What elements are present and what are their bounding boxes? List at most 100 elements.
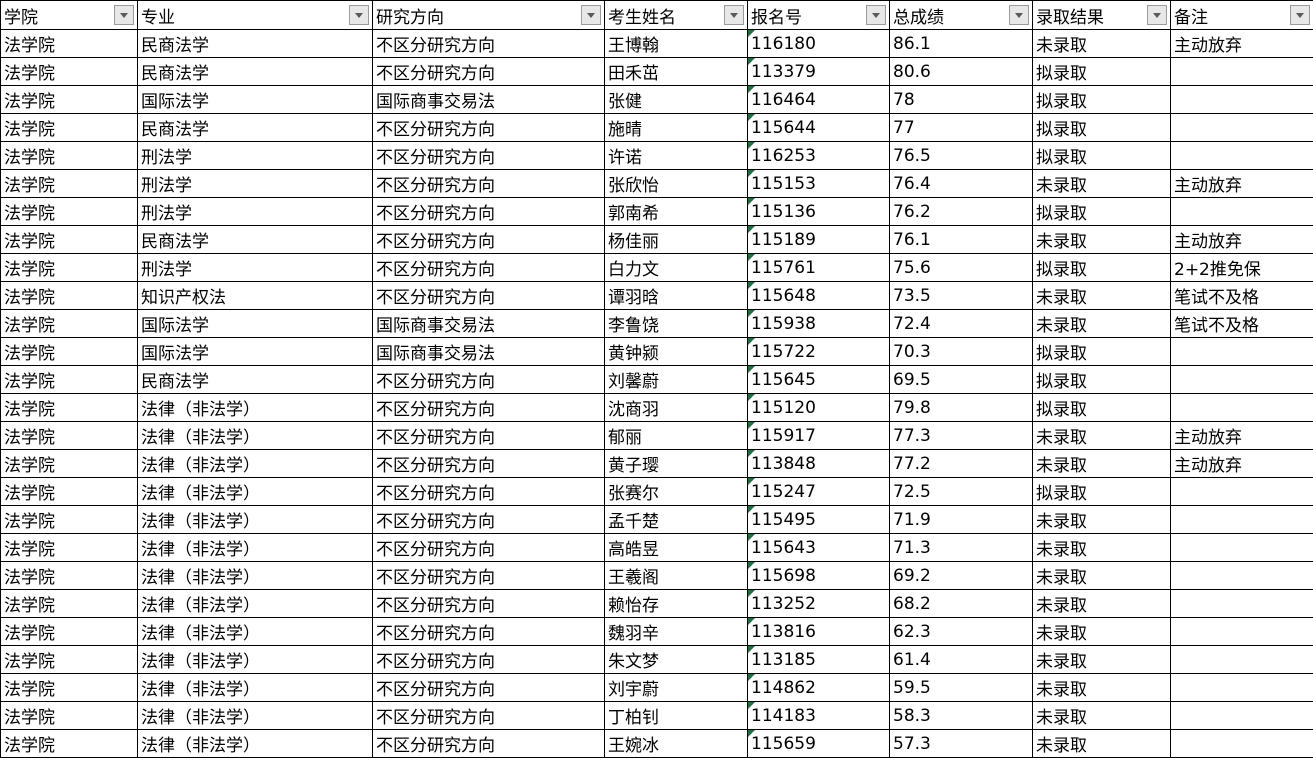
cell-candidate-name[interactable]: 魏羽辛 <box>605 618 748 646</box>
cell-candidate-name[interactable]: 郭南希 <box>605 198 748 226</box>
cell-direction[interactable]: 不区分研究方向 <box>373 142 605 170</box>
cell-college[interactable]: 法学院 <box>1 730 138 758</box>
cell-total-score[interactable]: 69.5 <box>890 366 1033 394</box>
cell-total-score[interactable]: 57.3 <box>890 730 1033 758</box>
cell-candidate-name[interactable]: 沈商羽 <box>605 394 748 422</box>
cell-direction[interactable]: 不区分研究方向 <box>373 30 605 58</box>
cell-college[interactable]: 法学院 <box>1 422 138 450</box>
cell-direction[interactable]: 不区分研究方向 <box>373 562 605 590</box>
cell-registration-no[interactable]: 115722 <box>748 338 890 366</box>
cell-total-score[interactable]: 71.3 <box>890 534 1033 562</box>
cell-college[interactable]: 法学院 <box>1 198 138 226</box>
cell-candidate-name[interactable]: 王婉冰 <box>605 730 748 758</box>
cell-direction[interactable]: 不区分研究方向 <box>373 58 605 86</box>
cell-registration-no[interactable]: 113252 <box>748 590 890 618</box>
cell-major[interactable]: 民商法学 <box>138 226 373 254</box>
cell-college[interactable]: 法学院 <box>1 30 138 58</box>
cell-total-score[interactable]: 61.4 <box>890 646 1033 674</box>
cell-college[interactable]: 法学院 <box>1 562 138 590</box>
cell-direction[interactable]: 国际商事交易法 <box>373 338 605 366</box>
cell-candidate-name[interactable]: 刘宇蔚 <box>605 674 748 702</box>
cell-remark[interactable] <box>1171 366 1313 394</box>
cell-candidate-name[interactable]: 黄子璎 <box>605 450 748 478</box>
cell-college[interactable]: 法学院 <box>1 86 138 114</box>
cell-remark[interactable] <box>1171 674 1313 702</box>
cell-remark[interactable]: 主动放弃 <box>1171 226 1313 254</box>
cell-registration-no[interactable]: 116180 <box>748 30 890 58</box>
cell-admission-result[interactable]: 拟录取 <box>1033 58 1171 86</box>
cell-college[interactable]: 法学院 <box>1 254 138 282</box>
cell-registration-no[interactable]: 115136 <box>748 198 890 226</box>
cell-major[interactable]: 知识产权法 <box>138 282 373 310</box>
cell-candidate-name[interactable]: 张赛尔 <box>605 478 748 506</box>
cell-registration-no[interactable]: 115698 <box>748 562 890 590</box>
cell-candidate-name[interactable]: 谭羽晗 <box>605 282 748 310</box>
cell-total-score[interactable]: 79.8 <box>890 394 1033 422</box>
cell-admission-result[interactable]: 未录取 <box>1033 562 1171 590</box>
cell-total-score[interactable]: 70.3 <box>890 338 1033 366</box>
cell-total-score[interactable]: 76.2 <box>890 198 1033 226</box>
cell-total-score[interactable]: 72.4 <box>890 310 1033 338</box>
cell-registration-no[interactable]: 115938 <box>748 310 890 338</box>
cell-remark[interactable] <box>1171 506 1313 534</box>
cell-admission-result[interactable]: 拟录取 <box>1033 478 1171 506</box>
cell-candidate-name[interactable]: 张健 <box>605 86 748 114</box>
cell-candidate-name[interactable]: 李鲁饶 <box>605 310 748 338</box>
header-cell-registration-no[interactable]: 报名号 <box>748 1 890 30</box>
cell-candidate-name[interactable]: 郁丽 <box>605 422 748 450</box>
filter-dropdown-button[interactable] <box>866 5 886 25</box>
cell-registration-no[interactable]: 115761 <box>748 254 890 282</box>
cell-major[interactable]: 法律（非法学） <box>138 478 373 506</box>
cell-college[interactable]: 法学院 <box>1 534 138 562</box>
cell-registration-no[interactable]: 115643 <box>748 534 890 562</box>
cell-candidate-name[interactable]: 朱文梦 <box>605 646 748 674</box>
cell-direction[interactable]: 国际商事交易法 <box>373 86 605 114</box>
cell-remark[interactable] <box>1171 394 1313 422</box>
cell-registration-no[interactable]: 115648 <box>748 282 890 310</box>
cell-registration-no[interactable]: 116253 <box>748 142 890 170</box>
cell-major[interactable]: 民商法学 <box>138 58 373 86</box>
cell-admission-result[interactable]: 未录取 <box>1033 702 1171 730</box>
cell-registration-no[interactable]: 115644 <box>748 114 890 142</box>
cell-registration-no[interactable]: 115659 <box>748 730 890 758</box>
cell-major[interactable]: 法律（非法学） <box>138 422 373 450</box>
cell-remark[interactable] <box>1171 142 1313 170</box>
cell-college[interactable]: 法学院 <box>1 590 138 618</box>
cell-major[interactable]: 刑法学 <box>138 198 373 226</box>
cell-admission-result[interactable]: 拟录取 <box>1033 142 1171 170</box>
cell-admission-result[interactable]: 拟录取 <box>1033 114 1171 142</box>
cell-remark[interactable]: 笔试不及格 <box>1171 282 1313 310</box>
cell-college[interactable]: 法学院 <box>1 618 138 646</box>
cell-major[interactable]: 法律（非法学） <box>138 450 373 478</box>
cell-admission-result[interactable]: 未录取 <box>1033 422 1171 450</box>
cell-total-score[interactable]: 75.6 <box>890 254 1033 282</box>
cell-college[interactable]: 法学院 <box>1 702 138 730</box>
cell-registration-no[interactable]: 114183 <box>748 702 890 730</box>
cell-candidate-name[interactable]: 王羲阁 <box>605 562 748 590</box>
cell-major[interactable]: 法律（非法学） <box>138 730 373 758</box>
cell-remark[interactable]: 主动放弃 <box>1171 30 1313 58</box>
cell-remark[interactable] <box>1171 58 1313 86</box>
cell-admission-result[interactable]: 未录取 <box>1033 506 1171 534</box>
cell-direction[interactable]: 不区分研究方向 <box>373 506 605 534</box>
cell-registration-no[interactable]: 115645 <box>748 366 890 394</box>
cell-remark[interactable] <box>1171 86 1313 114</box>
header-cell-total-score[interactable]: 总成绩 <box>890 1 1033 30</box>
cell-total-score[interactable]: 76.1 <box>890 226 1033 254</box>
cell-direction[interactable]: 不区分研究方向 <box>373 450 605 478</box>
cell-admission-result[interactable]: 未录取 <box>1033 30 1171 58</box>
cell-college[interactable]: 法学院 <box>1 282 138 310</box>
cell-registration-no[interactable]: 116464 <box>748 86 890 114</box>
cell-remark[interactable] <box>1171 562 1313 590</box>
header-cell-college[interactable]: 学院 <box>1 1 138 30</box>
cell-direction[interactable]: 不区分研究方向 <box>373 226 605 254</box>
cell-registration-no[interactable]: 115153 <box>748 170 890 198</box>
filter-dropdown-button[interactable] <box>1147 5 1167 25</box>
cell-direction[interactable]: 不区分研究方向 <box>373 590 605 618</box>
cell-remark[interactable] <box>1171 198 1313 226</box>
cell-major[interactable]: 法律（非法学） <box>138 590 373 618</box>
cell-candidate-name[interactable]: 赖怡存 <box>605 590 748 618</box>
cell-major[interactable]: 法律（非法学） <box>138 646 373 674</box>
cell-total-score[interactable]: 72.5 <box>890 478 1033 506</box>
cell-college[interactable]: 法学院 <box>1 506 138 534</box>
